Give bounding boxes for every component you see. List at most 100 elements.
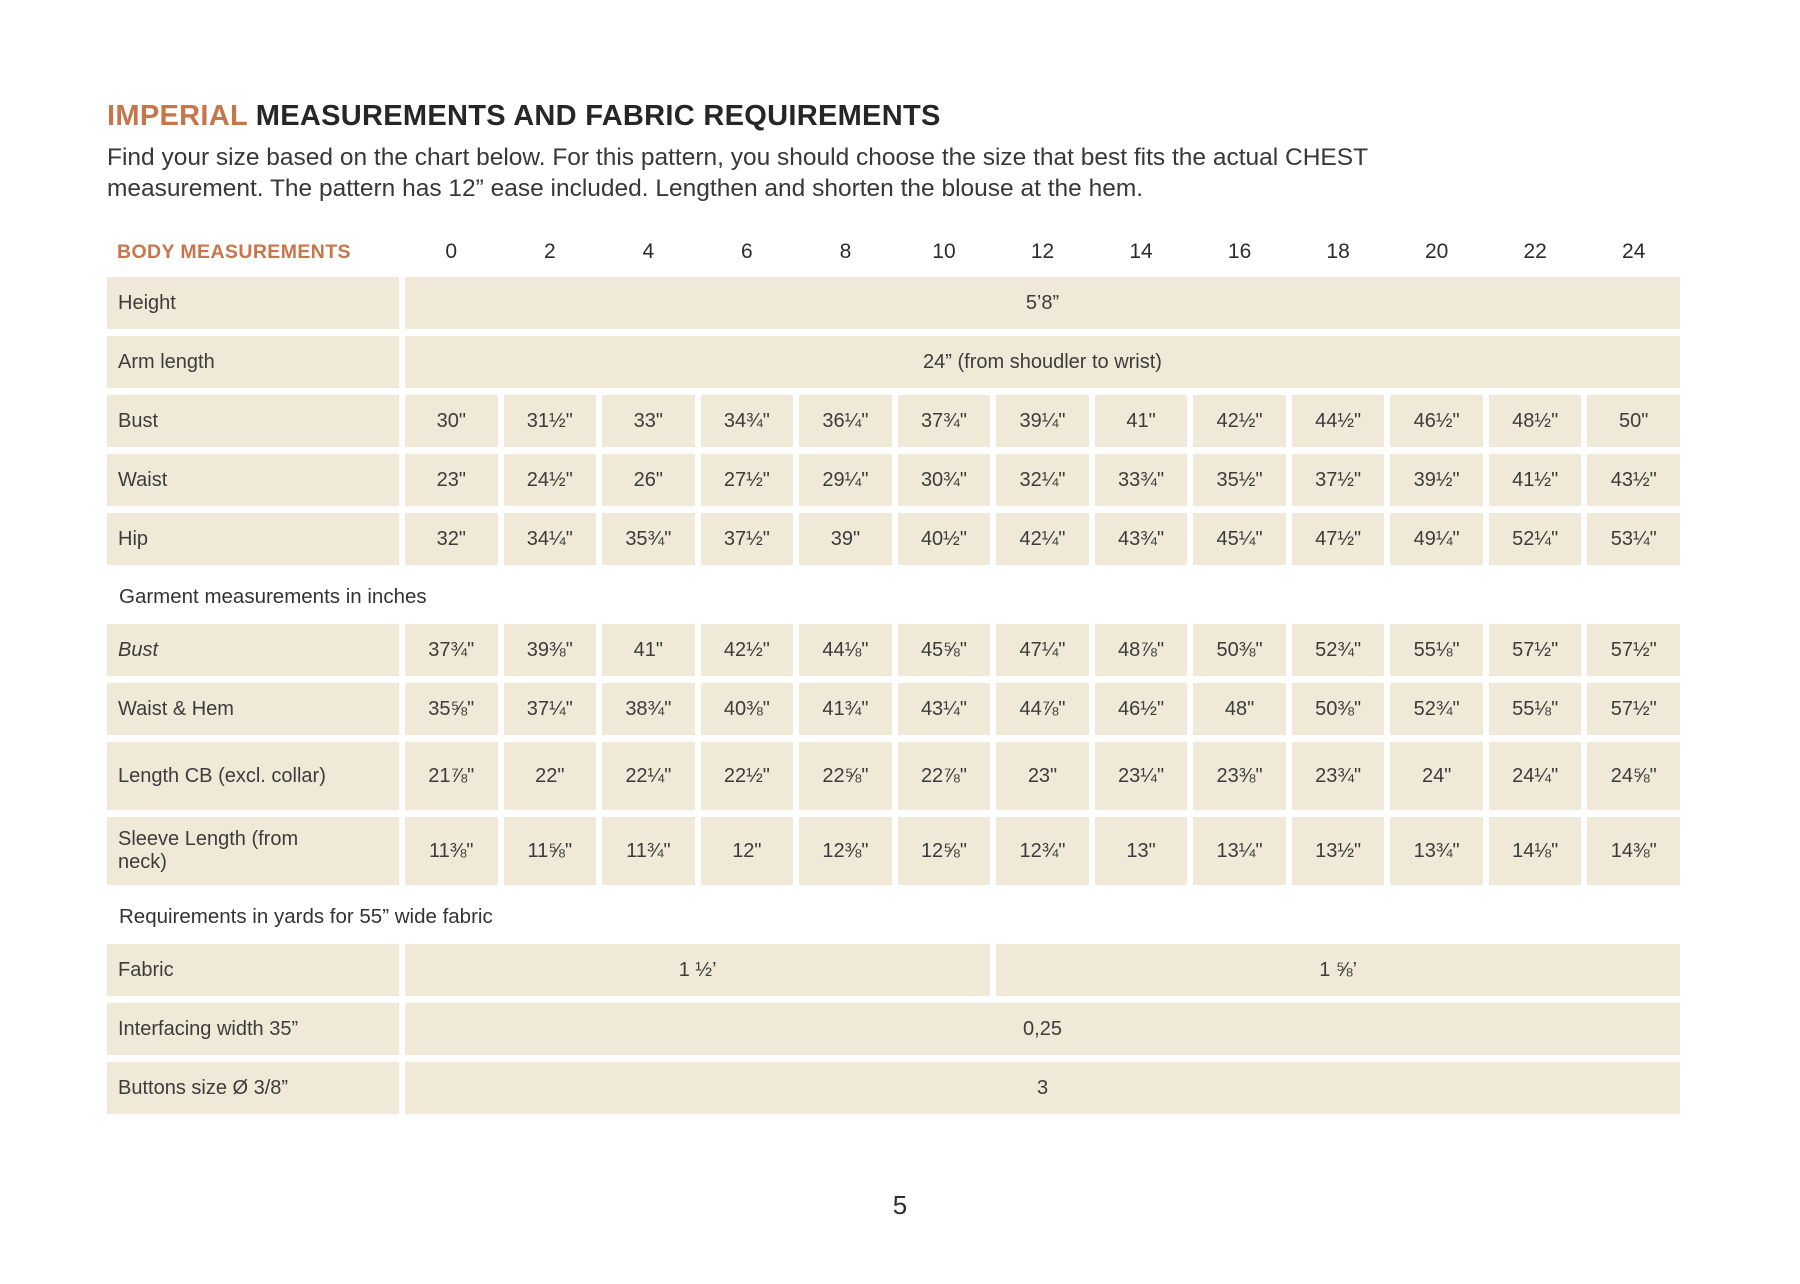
size-column-header: 12 xyxy=(1030,240,1055,264)
value-cell: 34¾" xyxy=(700,395,794,448)
value-cell: 12" xyxy=(700,817,794,886)
row-label-cell: Interfacing width 35” xyxy=(107,1003,399,1056)
size-column-header: 16 xyxy=(1227,240,1252,264)
value-cell: 23¼" xyxy=(1094,742,1188,811)
value-cell: 35½" xyxy=(1193,454,1286,507)
row-label: Hip xyxy=(118,527,149,550)
value-cell: 50" xyxy=(1587,395,1680,448)
value-cell: 22⅝" xyxy=(799,742,892,811)
size-column-header: 0 xyxy=(445,240,458,264)
row-label-cell: Hip xyxy=(107,513,399,566)
value-cell: 47½" xyxy=(1291,513,1385,566)
value-cell: 13½" xyxy=(1291,817,1385,886)
row-label: Height xyxy=(118,291,176,314)
measurements-table: BODY MEASUREMENTS 0 2 4 6 8 10 12 14 16 18 20 22 24 … xyxy=(107,240,1680,1115)
value-cell: 11¾" xyxy=(602,817,695,886)
value-cell: 11⅝" xyxy=(503,817,597,886)
value-cell: 30" xyxy=(405,395,498,448)
value-cell: 52¾" xyxy=(1390,683,1483,736)
size-column-header: 2 xyxy=(543,240,556,264)
value-cell: 24" xyxy=(1390,742,1483,811)
value-cell: 32" xyxy=(405,513,498,566)
value-cell: 24½" xyxy=(503,454,597,507)
row-label-cell: Fabric xyxy=(107,944,399,997)
garment-measurements-rows: Bust 37¾" 39⅜" 41" 42½" 44⅛" 45⅝" 47¼" 48⅞" 50⅜" 5… xyxy=(107,624,1680,886)
value-cell: 34¼" xyxy=(503,513,597,566)
value-cell: 37¾" xyxy=(405,624,498,677)
title-accent: IMPERIAL xyxy=(107,100,248,132)
value-cell: 22⅞" xyxy=(897,742,991,811)
size-column-header: 6 xyxy=(741,240,753,264)
value-cell: 14⅜" xyxy=(1587,817,1680,886)
value-cell: 21⅞" xyxy=(405,742,498,811)
value-cell: 35¾" xyxy=(602,513,695,566)
value-cell: 52¼" xyxy=(1488,513,1582,566)
row-label: Arm length xyxy=(118,350,215,373)
value-cell: 45⅝" xyxy=(897,624,991,677)
table-row: Bust 37¾" 39⅜" 41" 42½" 44⅛" 45⅝" 47¼" 48⅞" 50⅜" 5… xyxy=(107,624,1680,677)
requirements-section-label: Requirements in yards for 55” wide fabri… xyxy=(119,905,493,929)
value-cell: 23" xyxy=(405,454,498,507)
value-cell: 55⅛" xyxy=(1390,624,1483,677)
value-cell: 40½" xyxy=(897,513,991,566)
value-cell: 52¾" xyxy=(1291,624,1385,677)
value-cell: 24¼" xyxy=(1488,742,1582,811)
value-cell: 13" xyxy=(1094,817,1188,886)
row-label: Sleeve Length (from neck) xyxy=(118,828,299,874)
value-cell: 13¾" xyxy=(1390,817,1483,886)
row-label-cell: Height xyxy=(107,277,399,330)
value-cell: 48⅞" xyxy=(1094,624,1188,677)
value-cell: 39⅜" xyxy=(503,624,597,677)
body-measurements-rows: Height 5’8” Arm length 24” (from shoudler t… xyxy=(107,277,1680,566)
value-cell: 22" xyxy=(503,742,597,811)
merged-value-cell: 24” (from shoudler to wrist) xyxy=(405,336,1680,389)
garment-section-label: Garment measurements in inches xyxy=(119,585,427,609)
value-cell: 12¾" xyxy=(996,817,1089,886)
value-cell: 24⅝" xyxy=(1587,742,1680,811)
table-row: Fabric 1 ½’ 1 ⅝’ xyxy=(107,944,1680,997)
value-cell: 57½" xyxy=(1587,683,1680,736)
value-cell: 39½" xyxy=(1390,454,1483,507)
value-cell: 42¼" xyxy=(996,513,1089,566)
value-cell: 41" xyxy=(1094,395,1188,448)
table-header-row: BODY MEASUREMENTS 0 2 4 6 8 10 12 14 16 18 20 22 24 xyxy=(107,240,1680,264)
value-cell: 50⅜" xyxy=(1193,624,1286,677)
value-cell: 43¼" xyxy=(897,683,991,736)
page-title: IMPERIAL MEASUREMENTS AND FABRIC REQUIRE… xyxy=(107,100,1687,133)
value-cell: 13¼" xyxy=(1193,817,1286,886)
intro-text: Find your size based on the chart below.… xyxy=(107,142,1687,204)
value-cell: 37½" xyxy=(700,513,794,566)
row-label-cell: Bust xyxy=(107,624,399,677)
value-cell: 22½" xyxy=(700,742,794,811)
value-cell: 14⅛" xyxy=(1488,817,1582,886)
value-cell: 38¾" xyxy=(602,683,695,736)
value-cell: 33¾" xyxy=(1094,454,1188,507)
value-cell: 37½" xyxy=(1291,454,1385,507)
row-label: Bust xyxy=(118,409,159,432)
value-cell: 37¼" xyxy=(503,683,597,736)
value-cell: 47¼" xyxy=(996,624,1089,677)
value-cell: 48½" xyxy=(1488,395,1582,448)
value-cell: 12⅝" xyxy=(897,817,991,886)
row-label-cell: Bust xyxy=(107,395,399,448)
page-content: IMPERIAL MEASUREMENTS AND FABRIC REQUIRE… xyxy=(107,100,1687,1121)
value-cell: 55⅛" xyxy=(1488,683,1582,736)
value-cell: 29¼" xyxy=(799,454,892,507)
value-cell: 22¼" xyxy=(602,742,695,811)
value-cell: 26" xyxy=(602,454,695,507)
size-column-header: 14 xyxy=(1129,240,1153,264)
table-row: Interfacing width 35” 0,25 xyxy=(107,1003,1680,1056)
value-cell: 44⅞" xyxy=(996,683,1089,736)
row-label: Waist xyxy=(118,468,168,491)
value-cell: 57½" xyxy=(1587,624,1680,677)
value-cell: 43¾" xyxy=(1094,513,1188,566)
value-cell: 45¼" xyxy=(1193,513,1286,566)
value-cell: 39¼" xyxy=(996,395,1089,448)
value-cell: 23" xyxy=(996,742,1089,811)
value-cell: 46½" xyxy=(1094,683,1188,736)
value-cell: 53¼" xyxy=(1587,513,1680,566)
row-label: Fabric xyxy=(118,958,174,981)
row-label: Bust xyxy=(118,638,159,661)
value-cell: 27½" xyxy=(700,454,794,507)
table-row: Bust 30" 31½" 33" 34¾" 36¼" 37¾" 39¼" 41" 42½" 44½… xyxy=(107,395,1680,448)
